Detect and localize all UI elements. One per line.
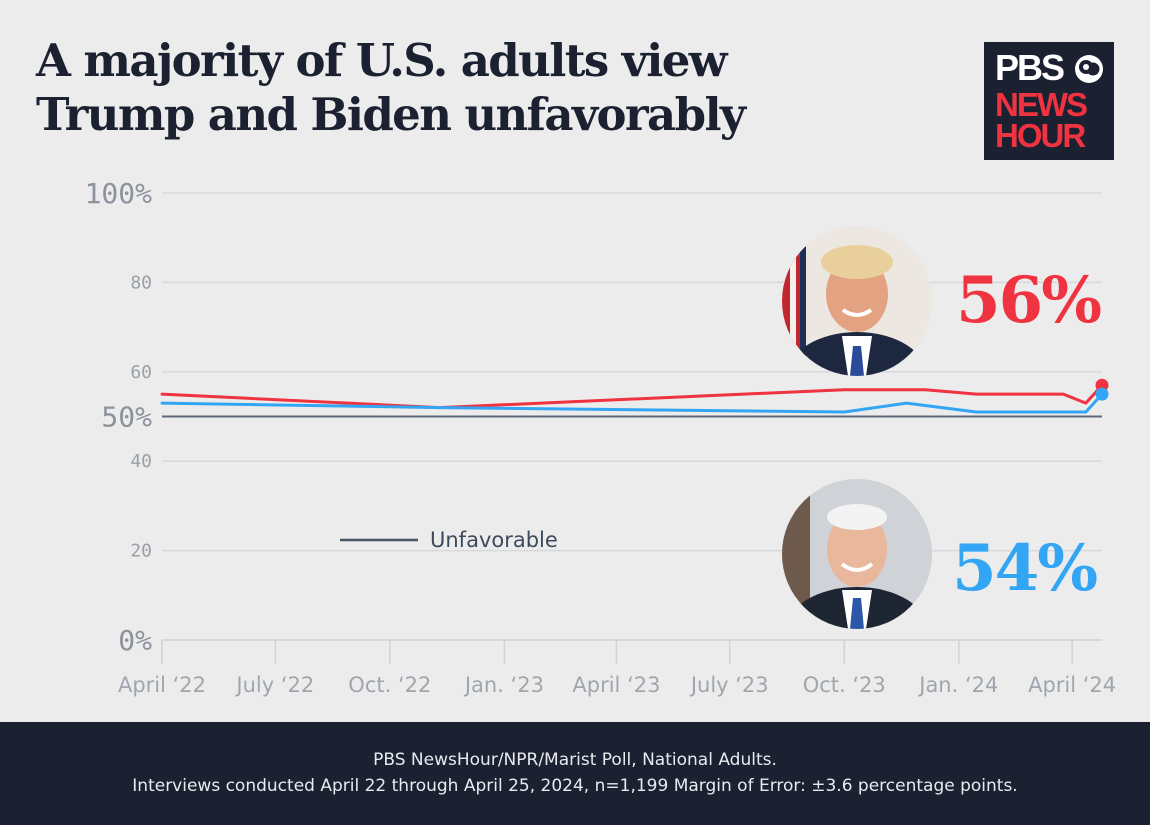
legend: Unfavorable bbox=[340, 528, 558, 552]
footer-line-1: PBS NewsHour/NPR/Marist Poll, National A… bbox=[373, 750, 777, 770]
x-tick-label: April ‘22 bbox=[118, 673, 206, 697]
title-line-2: Trump and Biden unfavorably bbox=[36, 88, 746, 141]
y-tick-label: 0% bbox=[118, 624, 152, 657]
biden-value-label: 54% bbox=[952, 531, 1097, 606]
pbs-head-icon bbox=[1075, 55, 1103, 83]
footer-line-2: Interviews conducted April 22 through Ap… bbox=[132, 776, 1018, 796]
biden-portrait bbox=[782, 479, 932, 629]
end-marker-trump bbox=[1095, 378, 1109, 392]
logo-text-pbs: PBS bbox=[995, 47, 1065, 88]
y-tick-label: 20 bbox=[130, 541, 152, 562]
y-tick-label: 40 bbox=[130, 451, 152, 472]
trump-value-label: 56% bbox=[956, 263, 1101, 338]
end-marker-biden bbox=[1095, 387, 1109, 401]
series-line-trump bbox=[160, 383, 1104, 410]
legend-label: Unfavorable bbox=[430, 528, 558, 552]
x-tick-label: July ‘23 bbox=[689, 673, 769, 697]
series-line-biden bbox=[160, 392, 1104, 414]
x-tick-label: Jan. ‘23 bbox=[463, 673, 544, 697]
x-tick-label: Oct. ‘22 bbox=[348, 673, 431, 697]
trump-portrait bbox=[782, 226, 932, 376]
logo-text-hour: HOUR bbox=[995, 117, 1086, 154]
page-title: A majority of U.S. adults view Trump and… bbox=[36, 34, 746, 142]
x-tick-label: April ‘23 bbox=[572, 673, 660, 697]
logo-text-news: NEWS bbox=[995, 86, 1088, 123]
y-tick-label: 50% bbox=[101, 401, 152, 434]
x-tick-label: Jan. ‘24 bbox=[917, 673, 998, 697]
y-tick-label: 60 bbox=[130, 362, 152, 383]
title-line-1: A majority of U.S. adults view bbox=[36, 34, 728, 87]
source-footer: PBS NewsHour/NPR/Marist Poll, National A… bbox=[0, 722, 1150, 825]
x-tick-label: Oct. ‘23 bbox=[803, 673, 886, 697]
line-chart: 0% 20 40 50% 60 80 100% April ‘22 July ‘22 Oct. ‘… bbox=[85, 177, 1117, 697]
pbs-newshour-logo: PBS NEWS HOUR bbox=[984, 42, 1114, 160]
x-tick-label: April ‘24 bbox=[1028, 673, 1116, 697]
x-tick-label: July ‘22 bbox=[234, 673, 314, 697]
y-tick-label: 80 bbox=[130, 272, 152, 293]
y-tick-label: 100% bbox=[85, 177, 153, 210]
